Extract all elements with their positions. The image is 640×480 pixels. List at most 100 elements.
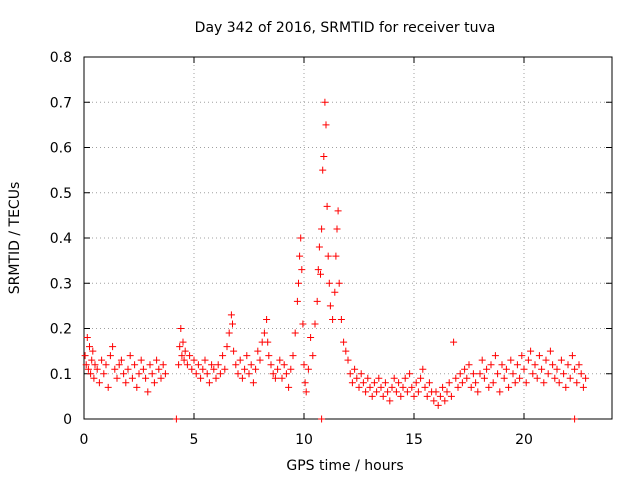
data-point: [139, 365, 147, 373]
data-point: [346, 370, 354, 378]
data-point: [535, 352, 543, 360]
data-point: [421, 383, 429, 391]
data-point: [81, 352, 89, 360]
data-point: [307, 334, 315, 342]
data-point: [317, 270, 324, 278]
y-tick-label: 0.1: [50, 367, 72, 383]
data-point: [414, 388, 422, 396]
data-point: [399, 383, 407, 391]
data-point: [463, 374, 471, 382]
data-point: [417, 374, 425, 382]
data-point: [155, 365, 163, 373]
data-point: [450, 338, 458, 346]
data-point: [124, 365, 132, 373]
data-point: [334, 207, 342, 215]
data-point: [274, 365, 282, 373]
y-tick-label: 0.5: [50, 186, 72, 202]
data-point: [225, 329, 233, 337]
data-point: [109, 343, 117, 351]
data-point: [544, 370, 552, 378]
data-point: [313, 297, 321, 305]
data-point: [483, 365, 491, 373]
data-point: [144, 388, 152, 396]
data-point: [575, 361, 583, 369]
data-point: [102, 361, 110, 369]
data-point: [126, 352, 134, 360]
y-axis-label: SRMTID / TECUs: [7, 182, 23, 295]
data-point: [117, 356, 125, 364]
data-point: [362, 388, 370, 396]
data-point: [309, 352, 317, 360]
data-point: [157, 374, 165, 382]
data-point: [181, 347, 189, 355]
data-point: [518, 352, 526, 360]
data-point: [177, 325, 185, 332]
data-point: [91, 361, 99, 369]
data-point: [540, 379, 548, 387]
data-point: [351, 365, 359, 373]
x-tick-label: 5: [190, 432, 199, 448]
data-point: [212, 374, 220, 382]
data-point: [282, 370, 290, 378]
data-point: [199, 365, 207, 373]
data-point: [176, 343, 184, 351]
data-point: [406, 370, 414, 378]
data-point: [337, 315, 345, 323]
data-point: [359, 379, 367, 387]
data-point: [192, 370, 200, 378]
x-tick-label: 0: [80, 432, 89, 448]
data-point: [368, 392, 376, 400]
data-point: [304, 365, 312, 373]
data-point: [364, 374, 372, 382]
data-point: [564, 361, 572, 369]
data-point: [247, 361, 255, 369]
data-point: [401, 374, 409, 382]
data-point: [375, 374, 383, 382]
data-point: [366, 383, 374, 391]
data-point: [263, 315, 271, 323]
data-point: [502, 365, 510, 373]
data-point: [297, 234, 305, 242]
data-point: [93, 365, 101, 373]
data-point: [340, 338, 348, 346]
data-point: [197, 374, 205, 382]
data-point: [205, 379, 213, 387]
data-point: [122, 379, 130, 387]
data-point: [332, 252, 340, 260]
data-point: [443, 388, 451, 396]
data-point: [579, 383, 587, 391]
data-point: [410, 392, 418, 400]
data-point: [216, 370, 224, 378]
data-point: [379, 392, 387, 400]
data-point: [487, 361, 495, 369]
data-point: [298, 266, 306, 274]
data-point: [549, 361, 557, 369]
y-tick-label: 0.4: [50, 231, 72, 247]
data-point: [111, 365, 119, 373]
data-point: [472, 379, 480, 387]
data-point: [131, 361, 139, 369]
data-point: [293, 297, 301, 305]
data-point: [90, 374, 98, 382]
data-point: [271, 374, 279, 382]
data-point: [494, 370, 502, 378]
data-point: [370, 379, 378, 387]
y-tick-label: 0: [63, 412, 72, 428]
data-point: [221, 365, 229, 373]
data-point: [113, 374, 121, 382]
data-point: [511, 379, 519, 387]
data-point: [560, 370, 568, 378]
data-point: [505, 383, 513, 391]
data-point: [480, 374, 488, 382]
data-point: [390, 374, 398, 382]
data-point: [241, 365, 249, 373]
data-point: [86, 343, 93, 351]
data-point: [194, 361, 202, 369]
data-point: [353, 374, 361, 382]
data-point: [573, 379, 581, 387]
data-point: [531, 361, 539, 369]
data-point: [571, 415, 579, 423]
data-point: [568, 352, 576, 360]
data-point: [325, 279, 333, 287]
